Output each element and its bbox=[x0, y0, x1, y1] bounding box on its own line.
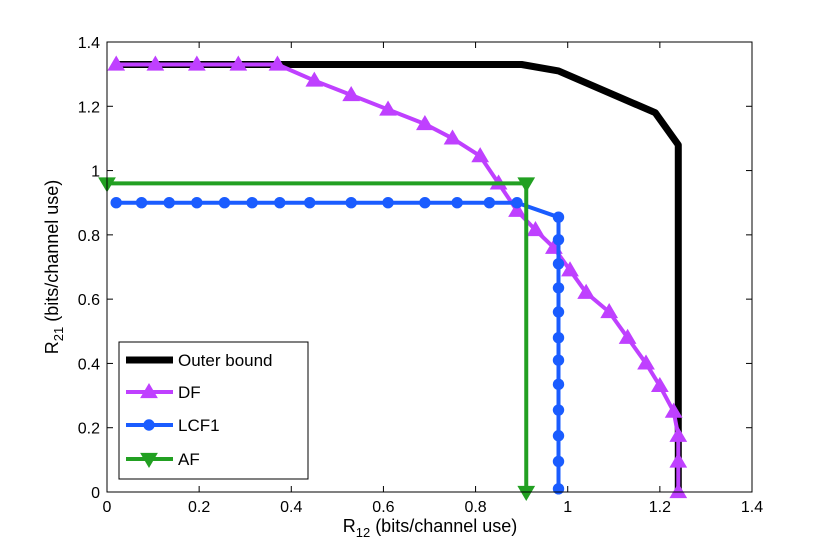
x-tick-label: 0.6 bbox=[372, 499, 394, 516]
data-point bbox=[552, 430, 565, 442]
data-point bbox=[552, 455, 565, 468]
data-point bbox=[471, 147, 490, 163]
data-point bbox=[187, 55, 206, 71]
data-point bbox=[669, 426, 688, 442]
data-point bbox=[650, 376, 669, 393]
y-tick-label: 0.8 bbox=[78, 228, 100, 245]
data-point bbox=[552, 306, 565, 318]
data-point bbox=[110, 197, 122, 209]
data-point bbox=[669, 452, 688, 468]
x-tick-label: 1.4 bbox=[741, 499, 763, 516]
legend-label: Outer bound bbox=[178, 351, 273, 370]
x-tick-label: 0.2 bbox=[188, 499, 210, 516]
data-point bbox=[382, 197, 394, 209]
x-tick-label: 1 bbox=[563, 499, 572, 516]
data-point bbox=[443, 129, 462, 145]
data-point bbox=[246, 197, 258, 209]
legend-label: DF bbox=[178, 383, 201, 402]
data-point bbox=[451, 197, 463, 209]
legend-label: AF bbox=[178, 450, 200, 469]
data-point bbox=[552, 233, 565, 246]
legend-entry: AF bbox=[126, 450, 200, 469]
x-tick-label: 0.4 bbox=[280, 499, 302, 516]
legend-label: LCF1 bbox=[178, 416, 220, 435]
data-point bbox=[669, 483, 688, 499]
data-point bbox=[146, 55, 165, 71]
data-point bbox=[218, 197, 231, 209]
data-point bbox=[552, 258, 565, 270]
data-point bbox=[517, 177, 536, 193]
data-point bbox=[191, 197, 203, 209]
data-point bbox=[552, 378, 565, 391]
y-tick-label: 1.2 bbox=[78, 99, 100, 116]
data-point bbox=[135, 197, 148, 209]
data-point bbox=[274, 197, 286, 209]
data-point bbox=[508, 201, 526, 217]
y-tick-label: 0.4 bbox=[78, 356, 100, 373]
data-point bbox=[552, 211, 565, 223]
legend-swatch-marker bbox=[143, 419, 155, 431]
data-point bbox=[416, 114, 434, 131]
legend-swatch-marker bbox=[140, 383, 158, 399]
ticks-layer: 0 0.2 0.4 0.6 0.8 1 1.2 1.4 0 0.2 0.4 0.6 0.8 1 1.2 1.4 bbox=[78, 35, 763, 516]
data-point bbox=[268, 55, 287, 71]
x-tick-label: 0.8 bbox=[464, 499, 486, 516]
data-point bbox=[552, 483, 565, 495]
legend-entry: LCF1 bbox=[126, 416, 220, 435]
y-tick-label: 1.4 bbox=[78, 35, 100, 52]
data-point bbox=[511, 197, 523, 209]
data-point bbox=[419, 197, 431, 209]
legend-entry: DF bbox=[126, 383, 201, 402]
y-axis-label: R21 (bits/channel use) bbox=[42, 180, 66, 355]
data-point bbox=[163, 197, 175, 209]
plot-area-frame bbox=[106, 41, 753, 493]
y-tick-label: 0 bbox=[91, 485, 100, 502]
data-point bbox=[342, 86, 361, 102]
series-af bbox=[98, 177, 536, 501]
data-point bbox=[379, 100, 397, 116]
data-point bbox=[552, 282, 565, 294]
y-tick-label: 1 bbox=[91, 164, 100, 181]
data-point bbox=[552, 332, 565, 344]
data-point bbox=[345, 197, 357, 209]
x-axis-label: R12 (bits/channel use) bbox=[343, 516, 518, 540]
series-layer bbox=[98, 55, 688, 501]
y-tick-label: 0.6 bbox=[78, 292, 100, 309]
data-point bbox=[664, 402, 683, 418]
data-point bbox=[526, 221, 545, 237]
data-point bbox=[305, 71, 324, 87]
data-point bbox=[618, 328, 637, 344]
x-tick-label: 1.2 bbox=[649, 499, 671, 516]
data-point bbox=[600, 303, 619, 319]
data-point bbox=[517, 485, 536, 501]
series-df bbox=[107, 55, 688, 499]
data-point bbox=[577, 283, 596, 299]
y-tick-label: 0.2 bbox=[78, 421, 100, 438]
data-point bbox=[483, 197, 496, 209]
legend-swatch-marker bbox=[140, 452, 158, 468]
data-point bbox=[561, 261, 579, 277]
data-point bbox=[229, 55, 248, 71]
data-point bbox=[637, 354, 655, 370]
data-point bbox=[552, 354, 565, 366]
legend: Outer bound DF LCF1 AF bbox=[118, 341, 309, 480]
data-point bbox=[304, 197, 316, 209]
x-tick-label: 0 bbox=[103, 499, 112, 516]
data-point bbox=[552, 404, 565, 416]
series-lcf1 bbox=[110, 197, 565, 495]
data-point bbox=[107, 55, 126, 71]
legend-entry: Outer bound bbox=[126, 351, 273, 370]
